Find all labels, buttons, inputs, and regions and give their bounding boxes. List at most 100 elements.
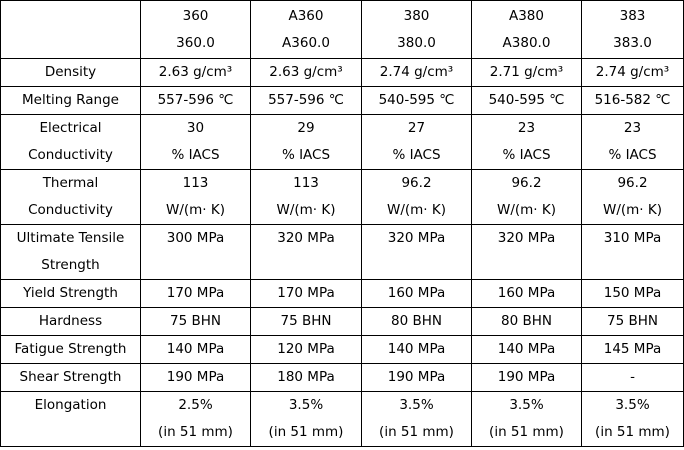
cell-line: W/(m· K) <box>165 202 226 218</box>
cell-line: 380.0 <box>397 35 436 51</box>
cell-line: 160 MPa <box>387 285 446 301</box>
table-row: Hardness 75 BHN 75 BHN 80 BHN 80 BHN 75 BHN <box>0 307 684 336</box>
row-label: Melting Range <box>0 86 141 115</box>
data-cell: 145 MPa <box>581 335 684 364</box>
cell-line: 2.63 g/cm³ <box>158 64 233 80</box>
cell-line: Ultimate Tensile <box>16 230 125 246</box>
data-cell: 140 MPa <box>361 335 472 364</box>
cell-line: 380 <box>403 8 430 24</box>
header-row: 360 360.0 A360 A360.0 380 380.0 A380 A380.0 383 3… <box>0 0 684 59</box>
cell-line: 320 MPa <box>387 230 446 246</box>
cell-line: 310 MPa <box>603 230 662 246</box>
cell-line: 2.74 g/cm³ <box>379 64 454 80</box>
data-cell: 3.5% (in 51 mm) <box>581 391 684 447</box>
data-cell: 3.5% (in 51 mm) <box>250 391 362 447</box>
cell-line: Density <box>44 64 97 80</box>
cell-line: Electrical <box>39 120 102 136</box>
table-row: Elongation 2.5% (in 51 mm) 3.5% (in 51 mm) 3.… <box>0 391 684 447</box>
data-cell: 23 % IACS <box>471 114 582 170</box>
data-cell: 3.5% (in 51 mm) <box>361 391 472 447</box>
cell-line: 80 BHN <box>391 313 442 329</box>
cell-line: W/(m· K) <box>386 202 447 218</box>
row-label: Yield Strength <box>0 279 141 308</box>
cell-line: % IACS <box>502 147 551 163</box>
cell-line: Strength <box>41 257 100 273</box>
data-cell: 2.5% (in 51 mm) <box>140 391 251 447</box>
cell-line: (in 51 mm) <box>595 424 670 440</box>
data-cell: 180 MPa <box>250 363 362 392</box>
cell-line: % IACS <box>171 147 220 163</box>
data-cell: 2.74 g/cm³ <box>361 58 472 87</box>
row-label: Electrical Conductivity <box>0 114 141 170</box>
cell-line: A360 <box>288 8 324 24</box>
data-cell: 30 % IACS <box>140 114 251 170</box>
data-cell: 540-595 ℃ <box>471 86 582 115</box>
cell-line: 23 <box>623 120 642 136</box>
cell-line: 2.5% <box>178 397 213 413</box>
data-cell: 96.2 W/(m· K) <box>471 169 582 225</box>
cell-line: (in 51 mm) <box>158 424 233 440</box>
cell-line: A380.0 <box>502 35 551 51</box>
data-cell: 75 BHN <box>581 307 684 336</box>
cell-line: 23 <box>517 120 536 136</box>
cell-line: 360 <box>182 8 209 24</box>
data-cell: 170 MPa <box>140 279 251 308</box>
cell-line: 540-595 ℃ <box>488 92 565 108</box>
cell-line: Conductivity <box>28 147 113 163</box>
header-cell: 360 360.0 <box>140 0 251 59</box>
cell-line: A360.0 <box>282 35 330 51</box>
cell-line: 113 <box>293 175 319 191</box>
data-cell: 27 % IACS <box>361 114 472 170</box>
cell-line: 80 BHN <box>501 313 552 329</box>
cell-line: W/(m· K) <box>602 202 663 218</box>
cell-line: A380 <box>508 8 544 24</box>
cell-line: 30 <box>186 120 205 136</box>
cell-line: Hardness <box>38 313 103 329</box>
cell-line: 516-582 ℃ <box>594 92 671 108</box>
data-cell: 113 W/(m· K) <box>250 169 362 225</box>
data-cell: 96.2 W/(m· K) <box>361 169 472 225</box>
cell-line: (in 51 mm) <box>379 424 454 440</box>
row-label: Elongation <box>0 391 141 447</box>
data-cell: 310 MPa <box>581 224 684 280</box>
cell-line: 120 MPa <box>277 341 335 357</box>
cell-line: 160 MPa <box>497 285 556 301</box>
cell-line: 96.2 <box>401 175 432 191</box>
cell-line: 300 MPa <box>166 230 225 246</box>
cell-line: 180 MPa <box>277 369 335 385</box>
row-label: Shear Strength <box>0 363 141 392</box>
data-cell: 140 MPa <box>471 335 582 364</box>
cell-line: (in 51 mm) <box>489 424 564 440</box>
cell-line: % IACS <box>392 147 441 163</box>
data-cell: 190 MPa <box>361 363 472 392</box>
cell-line: 540-595 ℃ <box>378 92 455 108</box>
table-row: Thermal Conductivity 113 W/(m· K) 113 W/(m· K… <box>0 169 684 225</box>
data-cell: 23 % IACS <box>581 114 684 170</box>
data-cell: 320 MPa <box>250 224 362 280</box>
cell-line: 170 MPa <box>166 285 225 301</box>
data-cell: 557-596 ℃ <box>250 86 362 115</box>
data-cell: 96.2 W/(m· K) <box>581 169 684 225</box>
cell-line: 75 BHN <box>607 313 658 329</box>
data-cell: 3.5% (in 51 mm) <box>471 391 582 447</box>
cell-line: 140 MPa <box>497 341 556 357</box>
table-row: Melting Range 557-596 ℃ 557-596 ℃ 540-595 ℃… <box>0 86 684 115</box>
cell-line: 2.71 g/cm³ <box>489 64 564 80</box>
cell-line: 3.5% <box>615 397 650 413</box>
cell-line: 557-596 ℃ <box>157 92 234 108</box>
data-cell: - <box>581 363 684 392</box>
data-cell: 160 MPa <box>361 279 472 308</box>
cell-line: 190 MPa <box>497 369 556 385</box>
data-cell: 2.71 g/cm³ <box>471 58 582 87</box>
cell-line: Elongation <box>34 397 107 413</box>
data-cell: 120 MPa <box>250 335 362 364</box>
cell-line: % IACS <box>281 147 331 163</box>
header-cell: 383 383.0 <box>581 0 684 59</box>
cell-line: 360.0 <box>176 35 215 51</box>
cell-line: Conductivity <box>28 202 113 218</box>
table-row: Fatigue Strength 140 MPa 120 MPa 140 MPa 140… <box>0 335 684 364</box>
header-cell: A360 A360.0 <box>250 0 362 59</box>
